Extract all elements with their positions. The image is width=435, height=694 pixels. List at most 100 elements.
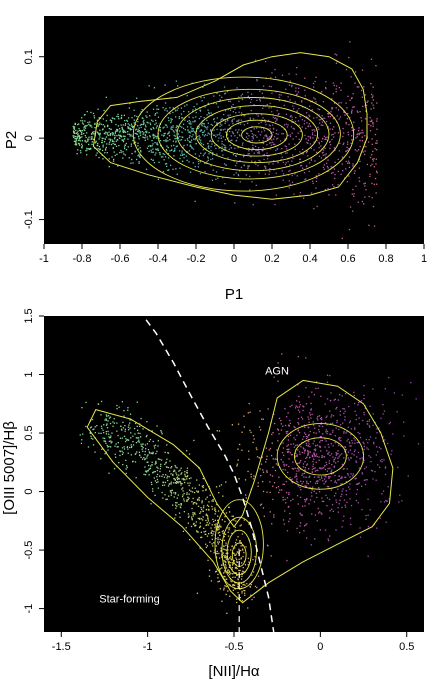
data-point (311, 134, 314, 136)
data-point (196, 592, 199, 594)
data-point (83, 126, 86, 128)
data-point (350, 504, 353, 507)
data-point (282, 519, 285, 521)
data-point (250, 130, 253, 132)
data-point (247, 166, 249, 168)
data-point (157, 108, 160, 110)
data-point (288, 450, 290, 453)
data-point (325, 476, 327, 478)
data-point (353, 437, 355, 439)
data-point (170, 128, 172, 130)
data-point (290, 126, 293, 128)
data-point (90, 138, 92, 140)
data-point (141, 131, 144, 133)
data-point (105, 433, 108, 435)
data-point (292, 108, 295, 110)
data-point (135, 437, 138, 439)
data-point (179, 125, 181, 128)
data-point (220, 129, 222, 131)
data-point (318, 155, 321, 157)
data-point (316, 205, 318, 207)
data-point (130, 134, 132, 136)
data-point (194, 200, 196, 202)
data-point (132, 444, 135, 446)
data-point (278, 476, 280, 478)
data-point (338, 428, 340, 431)
data-point (138, 161, 140, 163)
data-point (351, 97, 353, 99)
data-point (356, 150, 358, 152)
data-point (139, 156, 141, 159)
data-point (333, 399, 335, 401)
inner-contour (176, 97, 330, 172)
data-point (307, 441, 309, 443)
data-point (287, 444, 289, 446)
data-point (308, 426, 310, 428)
data-point (220, 550, 222, 553)
data-point (320, 124, 322, 126)
data-point (303, 120, 306, 122)
data-point (165, 498, 167, 501)
data-point (295, 475, 297, 477)
data-point (296, 444, 298, 446)
data-point (287, 161, 289, 163)
data-point (325, 87, 327, 89)
data-point (84, 140, 86, 142)
data-point (117, 165, 119, 167)
data-point (330, 470, 332, 473)
data-point (266, 137, 269, 139)
data-point (199, 141, 202, 143)
data-point (180, 107, 183, 109)
data-point (231, 119, 234, 121)
data-point (268, 173, 270, 175)
data-point (151, 461, 153, 463)
x-tick-label: -1 (39, 253, 49, 265)
data-point (262, 117, 264, 119)
data-point (367, 525, 370, 528)
data-point (170, 491, 172, 493)
data-point (302, 148, 304, 151)
data-point (120, 117, 122, 120)
data-point (239, 541, 241, 543)
data-point (368, 425, 371, 427)
data-point (216, 503, 218, 506)
data-point (318, 456, 320, 458)
data-point (305, 151, 308, 154)
data-point (183, 511, 185, 513)
data-point (182, 494, 184, 496)
data-point (304, 449, 306, 451)
data-point (276, 118, 278, 120)
data-point (313, 394, 315, 396)
data-point (307, 155, 309, 157)
data-point (75, 139, 77, 141)
data-point (127, 117, 130, 119)
data-point (116, 135, 118, 137)
data-point (183, 110, 185, 113)
data-point (288, 180, 290, 182)
data-point (93, 115, 95, 117)
data-point (306, 480, 308, 482)
data-point (148, 468, 150, 470)
data-point (105, 442, 107, 444)
data-point (148, 464, 150, 467)
data-point (284, 138, 286, 140)
data-point (191, 487, 194, 489)
data-point (270, 86, 272, 88)
data-point (213, 129, 215, 131)
data-point (156, 478, 159, 481)
data-point (142, 458, 144, 460)
data-point (187, 498, 189, 501)
data-point (315, 492, 317, 494)
data-point (276, 449, 278, 451)
data-point (75, 143, 77, 145)
data-point (274, 153, 276, 155)
data-point (305, 435, 308, 438)
data-point (111, 441, 113, 443)
data-point (167, 169, 169, 171)
data-point (315, 101, 317, 103)
data-point (124, 131, 127, 133)
data-point (108, 433, 110, 435)
data-point (124, 144, 126, 146)
data-point (207, 159, 209, 161)
data-point (258, 150, 260, 153)
